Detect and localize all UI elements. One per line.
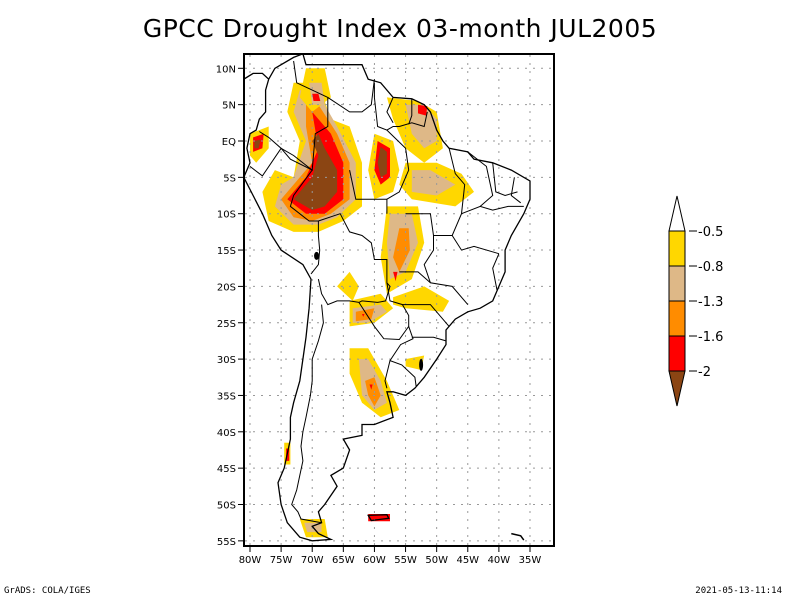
southeast-brazil-drought: [393, 286, 449, 311]
x-tick-label: 55W: [394, 555, 417, 566]
southeast-brazil-drought-level-0: [393, 286, 449, 311]
border-line: [462, 206, 524, 213]
colorbar-segment: [669, 301, 685, 336]
grads-credit: GrADS: COLA/IGES: [4, 586, 91, 596]
border-line: [390, 326, 416, 386]
x-tick-label: 65W: [332, 555, 355, 566]
border-line: [493, 254, 499, 290]
colorbar-segment: [669, 231, 685, 266]
x-axis: 80W 75W 70W 65W 60W 55W 50W 45W 40W 35W: [239, 546, 542, 566]
y-tick-label: 45S: [217, 464, 236, 475]
timestamp: 2021-05-13-11:14: [695, 586, 782, 596]
y-tick-label: 50S: [217, 501, 236, 512]
colorbar-segment: [669, 336, 685, 371]
border-line: [452, 236, 499, 254]
y-tick-label: 5N: [222, 101, 236, 112]
colorbar-label: -0.5: [698, 225, 723, 240]
south-georgia-outline: [511, 534, 524, 541]
y-tick-label: 25S: [217, 319, 236, 330]
bolivia-drought: [337, 272, 359, 301]
y-tick-label: 15S: [217, 246, 236, 257]
x-tick-label: 50W: [425, 555, 448, 566]
drought-shading: [250, 68, 474, 537]
y-tick-label: 55S: [217, 537, 236, 548]
x-tick-label: 40W: [488, 555, 511, 566]
x-tick-label: 45W: [456, 555, 479, 566]
y-axis: 10N 5N EQ 5S 10S 15S 20S 25S 30S 35S 40S 45S 50S 55S: [216, 64, 244, 548]
colorbar-bottom-triangle: [669, 371, 685, 406]
colorbar-label: -0.8: [698, 260, 723, 275]
border-line: [328, 79, 375, 112]
colorbar-label: -1.6: [698, 330, 723, 345]
y-tick-label: 10S: [217, 210, 236, 221]
x-tick-label: 75W: [270, 555, 293, 566]
colorbar-top-triangle: [669, 196, 685, 231]
y-tick-label: 10N: [216, 64, 236, 75]
y-tick-label: 40S: [217, 428, 236, 439]
x-tick-label: 60W: [363, 555, 386, 566]
y-tick-label: 5S: [223, 173, 236, 184]
bolivia-drought-level-0: [337, 272, 359, 301]
border-line: [412, 337, 446, 341]
x-tick-label: 70W: [301, 555, 324, 566]
colorbar-segment: [669, 266, 685, 301]
y-tick-label: 35S: [217, 391, 236, 402]
border-line: [292, 305, 324, 523]
lake-titicaca: [314, 252, 319, 260]
y-tick-label: 30S: [217, 355, 236, 366]
colorbar: -0.5 -0.8 -1.3 -1.6 -2: [669, 196, 723, 406]
map-figure: 10N5NEQ5S10S15S20S25S30S35S40S45S50S55S …: [0, 0, 800, 600]
panama-outline: [244, 73, 269, 79]
border-line: [511, 177, 520, 203]
x-tick-label: 35W: [519, 555, 542, 566]
colorbar-label: -1.3: [698, 295, 723, 310]
y-tick-label: 20S: [217, 282, 236, 293]
x-tick-label: 80W: [239, 555, 262, 566]
central-amazon-drought: [368, 134, 399, 200]
lagoa-dos-patos: [419, 359, 423, 371]
colorbar-label: -2: [698, 365, 711, 380]
y-tick-label: EQ: [222, 137, 236, 148]
